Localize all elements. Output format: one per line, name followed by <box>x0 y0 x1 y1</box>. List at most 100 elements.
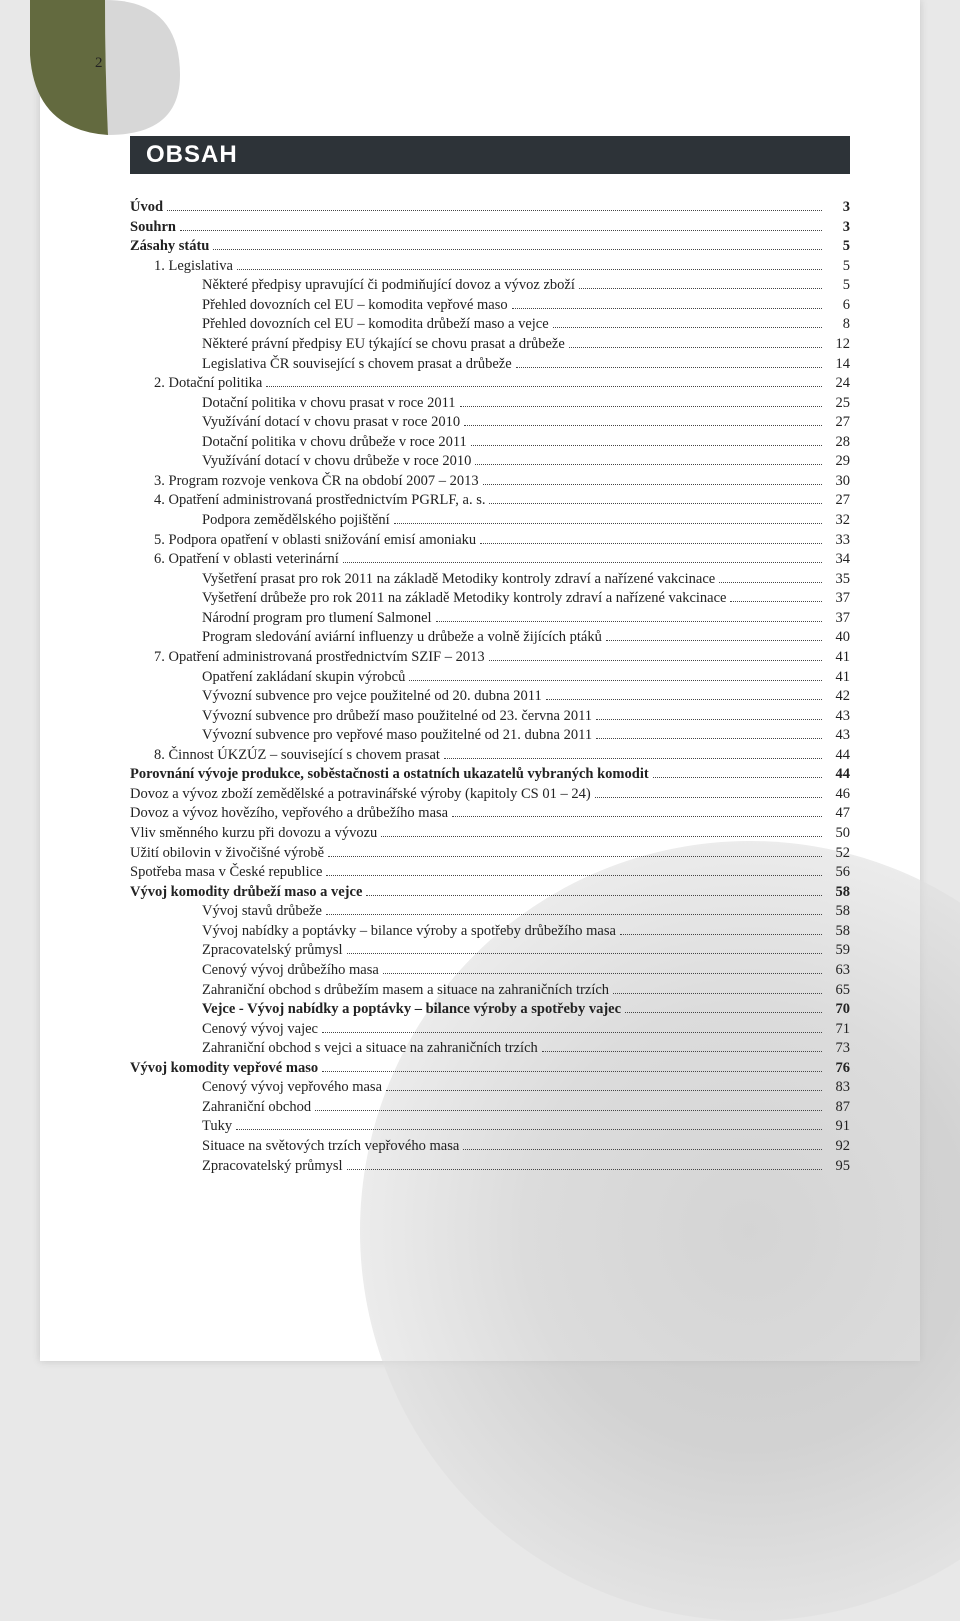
toc-row: Cenový vývoj vepřového masa83 <box>130 1078 850 1098</box>
toc-leader <box>463 1149 822 1150</box>
toc-leader <box>409 680 822 681</box>
toc-page: 35 <box>826 570 850 590</box>
toc-row: Dotační politika v chovu drůbeže v roce … <box>130 433 850 453</box>
toc-page: 3 <box>826 218 850 238</box>
toc-label: 4. Opatření administrovaná prostřednictv… <box>154 491 485 511</box>
toc-row: Tuky91 <box>130 1117 850 1137</box>
toc-label: Národní program pro tlumení Salmonel <box>202 609 432 629</box>
toc-page: 44 <box>826 765 850 785</box>
toc-row: Vyšetření prasat pro rok 2011 na základě… <box>130 570 850 590</box>
toc-label: Vejce - Vývoj nabídky a poptávky – bilan… <box>202 1000 621 1020</box>
toc-label: Souhrn <box>130 218 176 238</box>
toc-label: Opatření zakládaní skupin výrobců <box>202 668 405 688</box>
toc-page: 63 <box>826 961 850 981</box>
toc-page: 29 <box>826 452 850 472</box>
toc-label: Vývozní subvence pro vejce použitelné od… <box>202 687 542 707</box>
toc-label: Porovnání vývoje produkce, soběstačnosti… <box>130 765 649 785</box>
toc-label: Legislativa ČR související s chovem pras… <box>202 355 512 375</box>
toc-label: Cenový vývoj drůbežího masa <box>202 961 379 981</box>
toc-label: Užití obilovin v živočišné výrobě <box>130 844 324 864</box>
toc-page: 83 <box>826 1078 850 1098</box>
toc-label: Vliv směnného kurzu při dovozu a vývozu <box>130 824 377 844</box>
toc-label: Situace na světových trzích vepřového ma… <box>202 1137 459 1157</box>
toc-page: 5 <box>826 237 850 257</box>
toc-row: Některé předpisy upravující či podmiňují… <box>130 276 850 296</box>
toc-page: 25 <box>826 394 850 414</box>
toc-page: 95 <box>826 1157 850 1177</box>
toc-page: 43 <box>826 707 850 727</box>
toc-leader <box>489 503 822 504</box>
toc-row: Cenový vývoj vajec71 <box>130 1020 850 1040</box>
toc-label: Vývozní subvence pro vepřové maso použit… <box>202 726 592 746</box>
toc-row: Úvod3 <box>130 198 850 218</box>
leaf-decor <box>30 0 180 140</box>
toc-page: 58 <box>826 883 850 903</box>
toc-label: Zahraniční obchod s vejci a situace na z… <box>202 1039 538 1059</box>
toc-leader <box>326 875 822 876</box>
toc-page: 42 <box>826 687 850 707</box>
toc-page: 41 <box>826 648 850 668</box>
toc-label: Využívání dotací v chovu drůbeže v roce … <box>202 452 471 472</box>
toc-label: Cenový vývoj vajec <box>202 1020 318 1040</box>
toc-page: 56 <box>826 863 850 883</box>
toc-label: Zahraniční obchod <box>202 1098 311 1118</box>
toc-label: Některé předpisy upravující či podmiňují… <box>202 276 575 296</box>
toc-page: 92 <box>826 1137 850 1157</box>
toc-label: Některé právní předpisy EU týkající se c… <box>202 335 565 355</box>
toc-page: 46 <box>826 785 850 805</box>
toc-label: Využívání dotací v chovu prasat v roce 2… <box>202 413 460 433</box>
toc-row: Program sledování aviární influenzy u dr… <box>130 628 850 648</box>
toc-row: Zahraniční obchod s vejci a situace na z… <box>130 1039 850 1059</box>
toc-row: Zahraniční obchod 87 <box>130 1098 850 1118</box>
toc-row: Dovoz a vývoz zboží zemědělské a potravi… <box>130 785 850 805</box>
toc-label: Dotační politika v chovu prasat v roce 2… <box>202 394 456 414</box>
toc-leader <box>180 230 822 231</box>
toc-page: 40 <box>826 628 850 648</box>
toc-leader <box>620 934 822 935</box>
toc-label: Zpracovatelský průmysl <box>202 1157 343 1177</box>
toc-row: 3. Program rozvoje venkova ČR na období … <box>130 472 850 492</box>
toc-label: 2. Dotační politika <box>154 374 262 394</box>
toc-page: 70 <box>826 1000 850 1020</box>
toc-label: Přehled dovozních cel EU – komodita vepř… <box>202 296 508 316</box>
toc-row: Vývozní subvence pro vepřové maso použit… <box>130 726 850 746</box>
title-bar: OBSAH <box>130 136 850 174</box>
toc-label: Úvod <box>130 198 163 218</box>
toc-row: Vývoj komodity vepřové maso76 <box>130 1059 850 1079</box>
toc-page: 87 <box>826 1098 850 1118</box>
toc-page: 58 <box>826 922 850 942</box>
toc-row: Vývoj stavů drůbeže58 <box>130 902 850 922</box>
toc-leader <box>471 445 822 446</box>
toc-row: Spotřeba masa v České republice56 <box>130 863 850 883</box>
toc-label: Vyšetření drůbeže pro rok 2011 na základ… <box>202 589 726 609</box>
toc-row: Podpora zemědělského pojištění32 <box>130 511 850 531</box>
toc-row: Dotační politika v chovu prasat v roce 2… <box>130 394 850 414</box>
toc-page: 32 <box>826 511 850 531</box>
toc-leader <box>596 738 822 739</box>
toc-row: Souhrn 3 <box>130 218 850 238</box>
toc-label: 7. Opatření administrovaná prostřednictv… <box>154 648 485 668</box>
toc-row: 5. Podpora opatření v oblasti snižování … <box>130 531 850 551</box>
toc-page: 27 <box>826 491 850 511</box>
toc-label: Dovoz a vývoz hovězího, vepřového a drůb… <box>130 804 448 824</box>
toc-leader <box>322 1032 822 1033</box>
toc-page: 73 <box>826 1039 850 1059</box>
toc-leader <box>546 699 822 700</box>
toc-leader <box>347 953 822 954</box>
toc-label: Vývozní subvence pro drůbeží maso použit… <box>202 707 592 727</box>
toc-page: 34 <box>826 550 850 570</box>
toc-label: Zásahy státu <box>130 237 209 257</box>
toc-row: Některé právní předpisy EU týkající se c… <box>130 335 850 355</box>
toc-page: 14 <box>826 355 850 375</box>
toc-leader <box>569 347 822 348</box>
toc-page: 5 <box>826 276 850 296</box>
toc-row: Zpracovatelský průmysl 95 <box>130 1157 850 1177</box>
toc-leader <box>328 856 822 857</box>
toc-label: 6. Opatření v oblasti veterinární <box>154 550 339 570</box>
toc-label: Vyšetření prasat pro rok 2011 na základě… <box>202 570 715 590</box>
toc-label: Dovoz a vývoz zboží zemědělské a potravi… <box>130 785 591 805</box>
toc-page: 59 <box>826 941 850 961</box>
toc-page: 50 <box>826 824 850 844</box>
toc-leader <box>719 582 822 583</box>
toc-row: Legislativa ČR související s chovem pras… <box>130 355 850 375</box>
